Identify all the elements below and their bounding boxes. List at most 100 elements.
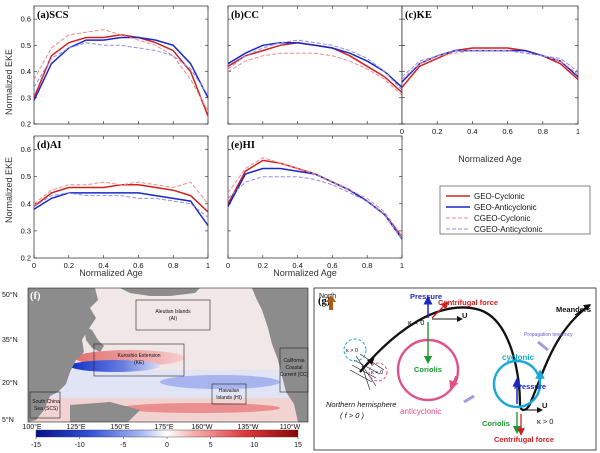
blue-kuroshio-band xyxy=(70,360,160,372)
blue-subtropical-band xyxy=(160,375,280,389)
series-line xyxy=(33,29,209,112)
series-line xyxy=(33,181,209,205)
meander-arrow-icon xyxy=(574,303,591,316)
region-box-ke xyxy=(93,343,185,377)
series-line xyxy=(401,47,579,88)
x-tick-label: 1 xyxy=(206,261,210,270)
meander-curve xyxy=(359,304,591,412)
region-box-ai xyxy=(135,299,211,331)
chart-panel: 0 0.2 0.4 0.6 0.8 1 (c)KE xyxy=(400,5,580,136)
legend: GEO-Cyclonic GEO-Anticyclonic CGEO-Cycloni… xyxy=(439,185,591,235)
x-tick-label: 1 xyxy=(576,127,580,136)
lat-label: 50°N xyxy=(2,291,18,299)
centrifugal-label-top: Centrifugal force xyxy=(438,298,498,307)
kappa-lt0-small: κ < 0 xyxy=(371,370,383,376)
north-arrow-shaft xyxy=(329,301,333,310)
x-tick-label: 0 xyxy=(32,261,36,270)
pressure-label-top: Pressure xyxy=(410,292,442,301)
chart-frame xyxy=(33,135,209,259)
lat-label: 20°N xyxy=(2,379,18,387)
u-label-top: U xyxy=(462,311,467,320)
kappa-pos-circle xyxy=(343,338,367,362)
x-tick-label: 0 xyxy=(400,127,404,136)
propagation-arrow-icon xyxy=(537,340,549,352)
north-arrow-icon xyxy=(326,295,336,302)
x-tick-label: 0.6 xyxy=(502,127,512,136)
x-tick-label: 0.2 xyxy=(258,261,268,270)
lat-label: 35°N xyxy=(2,336,18,344)
x-tick-label: 0.4 xyxy=(98,261,108,270)
region-hi-line1: Hawaiian xyxy=(219,388,240,394)
series-line xyxy=(227,41,403,88)
region-box-cc xyxy=(279,347,309,393)
colorbar-tick-label: -10 xyxy=(75,442,85,449)
colorbar xyxy=(35,429,299,438)
panel-label: (c)KE xyxy=(405,10,432,21)
y-tick-label: 0.5 xyxy=(21,172,31,181)
region-ai-line1: Aleutian Islands xyxy=(155,309,191,315)
anticyclonic-label: anticyclonic xyxy=(400,407,441,416)
region-ai-line2: (AI) xyxy=(169,316,177,322)
region-box-hi xyxy=(211,383,247,405)
kappa-gt0-small: κ > 0 xyxy=(346,348,358,354)
propagation-label: Propagation tendency xyxy=(524,332,573,338)
series-line xyxy=(227,52,403,96)
series-line xyxy=(227,176,403,240)
cyclonic-label: cyclonic xyxy=(502,353,535,362)
y-tick-label: 0.3 xyxy=(21,93,31,102)
region-ke-line1: Kuroshio Extension xyxy=(117,353,160,359)
lon-label: 150°E xyxy=(110,423,129,431)
xlabel-ai: Normalized Age xyxy=(79,268,143,278)
centrifugal-arrow-top xyxy=(431,301,449,319)
legend-label: GEO-Anticyclonic xyxy=(474,203,537,212)
colorbar-tick-label: 10 xyxy=(250,442,258,449)
region-hi-line2: Islands (HI) xyxy=(216,395,242,401)
legend-label: CGEO-Anticyclonic xyxy=(474,225,542,234)
x-tick-label: 1 xyxy=(400,261,404,270)
panel-label: (d)AI xyxy=(37,140,62,151)
xlabel-hi: Normalized Age xyxy=(273,268,337,278)
lon-label: 100°E xyxy=(22,423,41,431)
japan-landmass xyxy=(84,326,104,352)
region-cc-line2: Coastal xyxy=(286,365,303,371)
coriolis-label-right: Coriolis xyxy=(482,419,510,428)
x-tick-label: 0.4 xyxy=(292,261,302,270)
region-box-scs xyxy=(29,391,61,419)
colorbar-tick-label: -15 xyxy=(31,442,41,449)
x-tick-label: 0.6 xyxy=(133,261,143,270)
lon-label: 135°W xyxy=(237,423,258,431)
coriolis-label-left: Coriolis xyxy=(414,365,442,374)
chart-panel: 0.2 0.3 0.4 0.5 0.6 (a)SCS xyxy=(21,5,209,129)
lon-label: 160°W xyxy=(191,423,212,431)
chart-panel: (b)CC xyxy=(227,5,403,125)
chart-panel: 0.20.30.40.50.60 0.2 0.4 0.6 0.8 1(d)AI xyxy=(21,135,210,270)
lat-label: 5°N xyxy=(2,416,14,424)
maritime-landmass xyxy=(70,402,140,422)
legend-label: CGEO-Cyclonic xyxy=(474,214,530,223)
x-tick-label: 0.6 xyxy=(327,261,337,270)
y-tick-label: 0.6 xyxy=(21,15,31,24)
series-line xyxy=(401,50,579,80)
x-tick-label: 0.8 xyxy=(362,261,372,270)
x-tick-label: 0.4 xyxy=(467,127,477,136)
x-tick-label: 0.8 xyxy=(168,261,178,270)
x-tick-label: 0 xyxy=(226,261,230,270)
colorbar-tick-label: 5 xyxy=(209,442,213,449)
series-line xyxy=(33,192,209,226)
lon-label: 110°W xyxy=(280,423,301,431)
chart-panel: 0 0.2 0.4 0.6 0.8 1 (e)HI xyxy=(226,135,404,270)
region-cc-line3: Current (CC) xyxy=(280,372,309,378)
propagation-arrow-icon-2 xyxy=(463,394,475,404)
panel-label-f: (f) xyxy=(30,291,41,302)
panel-label: (a)SCS xyxy=(37,10,69,21)
colorbar-tick-label: 15 xyxy=(294,442,302,449)
kappa-pos-label: κ > 0 xyxy=(537,417,553,426)
region-cc-line1: California xyxy=(283,358,304,364)
alaska-landmass xyxy=(120,288,200,296)
x-tick-label: 0.2 xyxy=(432,127,442,136)
mechanism-diagram: (g) North Pressure Centrifugal force κ <… xyxy=(313,287,597,451)
y-tick-label: 0.6 xyxy=(21,145,31,154)
y-tick-label: 0.2 xyxy=(21,254,31,263)
centrifugal-label-bottom: Centrifugal force xyxy=(494,435,554,444)
